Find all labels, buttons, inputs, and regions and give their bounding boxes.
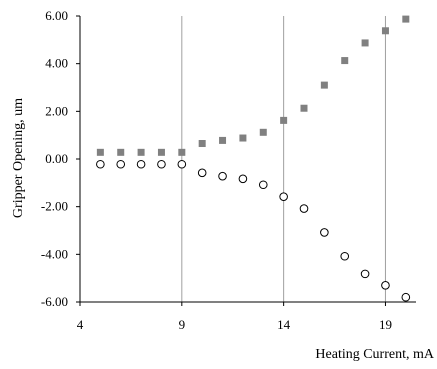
y-tick-label: -6.00 (41, 294, 68, 309)
square-point (198, 140, 206, 148)
square-point (280, 116, 288, 124)
x-tick-label: 19 (379, 317, 392, 332)
square-point (381, 27, 389, 35)
series-1 (96, 159, 411, 302)
square-point (157, 148, 165, 156)
tick-labels: 6.00 4.00 2.00 0.00 -2.00 -4.00 -6.00 4 9 14 19 (41, 8, 392, 332)
y-tick-label: -4.00 (41, 246, 68, 261)
square-point (219, 136, 227, 144)
circle-point (381, 281, 390, 290)
x-tick-label: 4 (77, 317, 84, 332)
circle-point (360, 269, 370, 279)
square-point (178, 148, 186, 156)
circle-point (279, 192, 288, 201)
circle-point (340, 251, 350, 261)
square-point (341, 57, 349, 65)
circle-point (218, 171, 227, 181)
data-series (96, 15, 411, 302)
circle-point (177, 159, 187, 169)
circle-point (197, 168, 207, 178)
x-tick-label: 14 (277, 317, 291, 332)
circle-point (116, 159, 126, 169)
square-point (96, 148, 104, 156)
circle-point (238, 174, 248, 184)
square-point (300, 104, 308, 112)
y-tick-label: 2.00 (45, 103, 68, 118)
circle-point (136, 159, 146, 169)
square-point (259, 128, 267, 136)
y-axis-label: Gripper Opening, um (11, 98, 26, 218)
circle-point (157, 159, 166, 169)
grid-lines (181, 16, 386, 302)
x-tick-label: 9 (179, 317, 186, 332)
axes (76, 15, 416, 306)
series-0 (96, 15, 410, 156)
circle-point (96, 159, 105, 169)
square-point (320, 81, 328, 89)
circle-point (258, 180, 268, 190)
y-tick-label: 6.00 (45, 8, 68, 23)
square-point (361, 39, 369, 47)
y-tick-label: -2.00 (41, 199, 68, 214)
square-point (239, 134, 247, 142)
x-axis-label: Heating Current, mA (315, 347, 434, 362)
square-point (137, 148, 145, 156)
y-tick-label: 4.00 (45, 56, 68, 71)
circle-point (320, 228, 329, 237)
y-tick-label: 0.00 (45, 151, 68, 166)
circle-point (401, 292, 411, 302)
circle-point (299, 204, 309, 213)
square-point (117, 148, 125, 156)
square-point (402, 15, 410, 23)
